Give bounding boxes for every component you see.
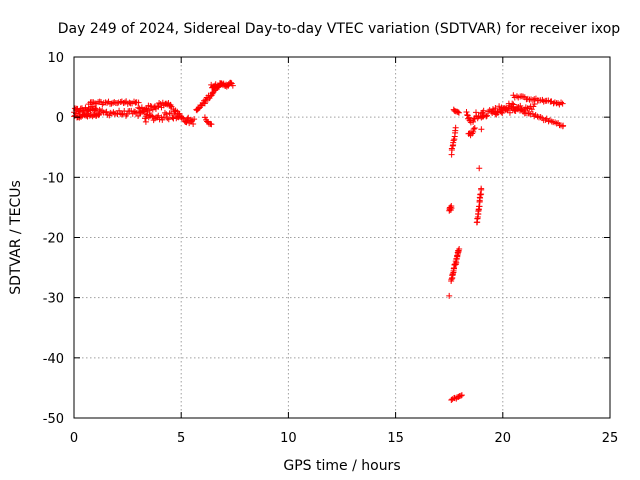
data-point <box>135 99 142 106</box>
data-point <box>123 111 130 118</box>
data-point <box>477 191 484 198</box>
data-point <box>559 123 566 130</box>
data-point <box>95 110 102 117</box>
data-point <box>470 128 477 135</box>
x-tick-label: 15 <box>387 431 404 446</box>
data-point <box>448 205 455 212</box>
x-tick-label: 25 <box>602 431 619 446</box>
data-point <box>179 114 186 121</box>
data-point <box>509 100 516 107</box>
data-point <box>104 99 111 106</box>
data-point <box>449 270 456 277</box>
data-point <box>154 103 161 110</box>
data-point <box>559 100 566 107</box>
y-tick-label: -20 <box>43 232 64 247</box>
y-tick-label: -10 <box>43 171 64 186</box>
x-tick-label: 0 <box>70 431 78 446</box>
data-point <box>450 137 457 144</box>
data-point <box>548 118 555 125</box>
data-point <box>141 115 148 122</box>
data-point <box>168 110 175 117</box>
data-point <box>126 99 133 106</box>
data-point <box>463 109 470 116</box>
data-point <box>480 107 487 114</box>
data-point <box>95 112 102 119</box>
data-point <box>452 124 459 131</box>
data-point <box>471 124 478 131</box>
y-tick-label: -30 <box>43 292 64 307</box>
data-point <box>151 115 158 122</box>
data-point <box>183 118 190 125</box>
data-point <box>456 245 463 252</box>
data-point <box>131 98 138 105</box>
data-point <box>142 118 149 125</box>
data-point <box>492 104 499 111</box>
data-point <box>165 116 172 123</box>
data-point <box>201 100 208 107</box>
data-point <box>455 109 462 116</box>
data-point <box>214 84 221 91</box>
data-point <box>492 110 499 117</box>
data-point <box>513 105 520 112</box>
data-point <box>455 248 462 255</box>
data-point <box>470 118 477 125</box>
data-point <box>454 108 461 115</box>
data-point <box>171 108 178 115</box>
y-tick-label: -40 <box>43 352 64 367</box>
data-point <box>448 276 455 283</box>
data-point <box>148 112 155 119</box>
y-tick-label: 0 <box>56 111 64 126</box>
data-point <box>483 113 490 120</box>
data-point <box>450 265 457 272</box>
data-point <box>498 109 505 116</box>
data-point <box>190 121 197 128</box>
grid <box>74 57 610 418</box>
data-point <box>146 107 153 114</box>
x-tick-label: 20 <box>495 431 512 446</box>
data-point <box>448 145 455 152</box>
y-tick-label: -50 <box>43 412 64 427</box>
data-point <box>191 116 198 123</box>
data-point <box>103 108 110 115</box>
data-point <box>506 109 513 116</box>
data-point <box>446 292 453 299</box>
data-point <box>116 107 123 114</box>
x-tick-label: 5 <box>177 431 185 446</box>
data-points <box>71 79 567 403</box>
data-point <box>473 109 479 116</box>
data-point <box>516 107 523 114</box>
y-axis-label: SDTVAR / TECUs <box>8 180 24 295</box>
data-point <box>484 112 491 119</box>
data-point <box>505 105 512 112</box>
data-point <box>208 121 215 128</box>
data-point <box>457 392 464 399</box>
data-point <box>118 111 125 118</box>
data-point <box>229 82 236 89</box>
data-point <box>195 105 202 112</box>
data-point <box>201 114 208 121</box>
chart-title: Day 249 of 2024, Sidereal Day-to-day VTE… <box>58 21 621 37</box>
x-axis-label: GPS time / hours <box>283 458 400 474</box>
data-point <box>114 100 121 107</box>
data-point <box>478 126 485 133</box>
data-point <box>96 106 103 113</box>
data-point <box>176 110 183 117</box>
data-point <box>164 115 171 122</box>
data-point <box>128 107 135 114</box>
x-tick-label: 10 <box>280 431 297 446</box>
data-point <box>163 111 170 118</box>
data-point <box>470 125 477 132</box>
data-point <box>499 110 506 117</box>
data-point <box>458 392 465 399</box>
data-point <box>476 165 483 172</box>
data-point <box>155 112 162 119</box>
y-tick-label: 10 <box>47 51 64 66</box>
data-point <box>466 114 473 121</box>
data-point <box>216 83 223 90</box>
data-point <box>478 185 485 192</box>
data-point <box>496 106 503 113</box>
axis-ticks: 0 5 10 15 20 25 -50 -40 -30 -20 -10 0 10 <box>43 51 619 446</box>
